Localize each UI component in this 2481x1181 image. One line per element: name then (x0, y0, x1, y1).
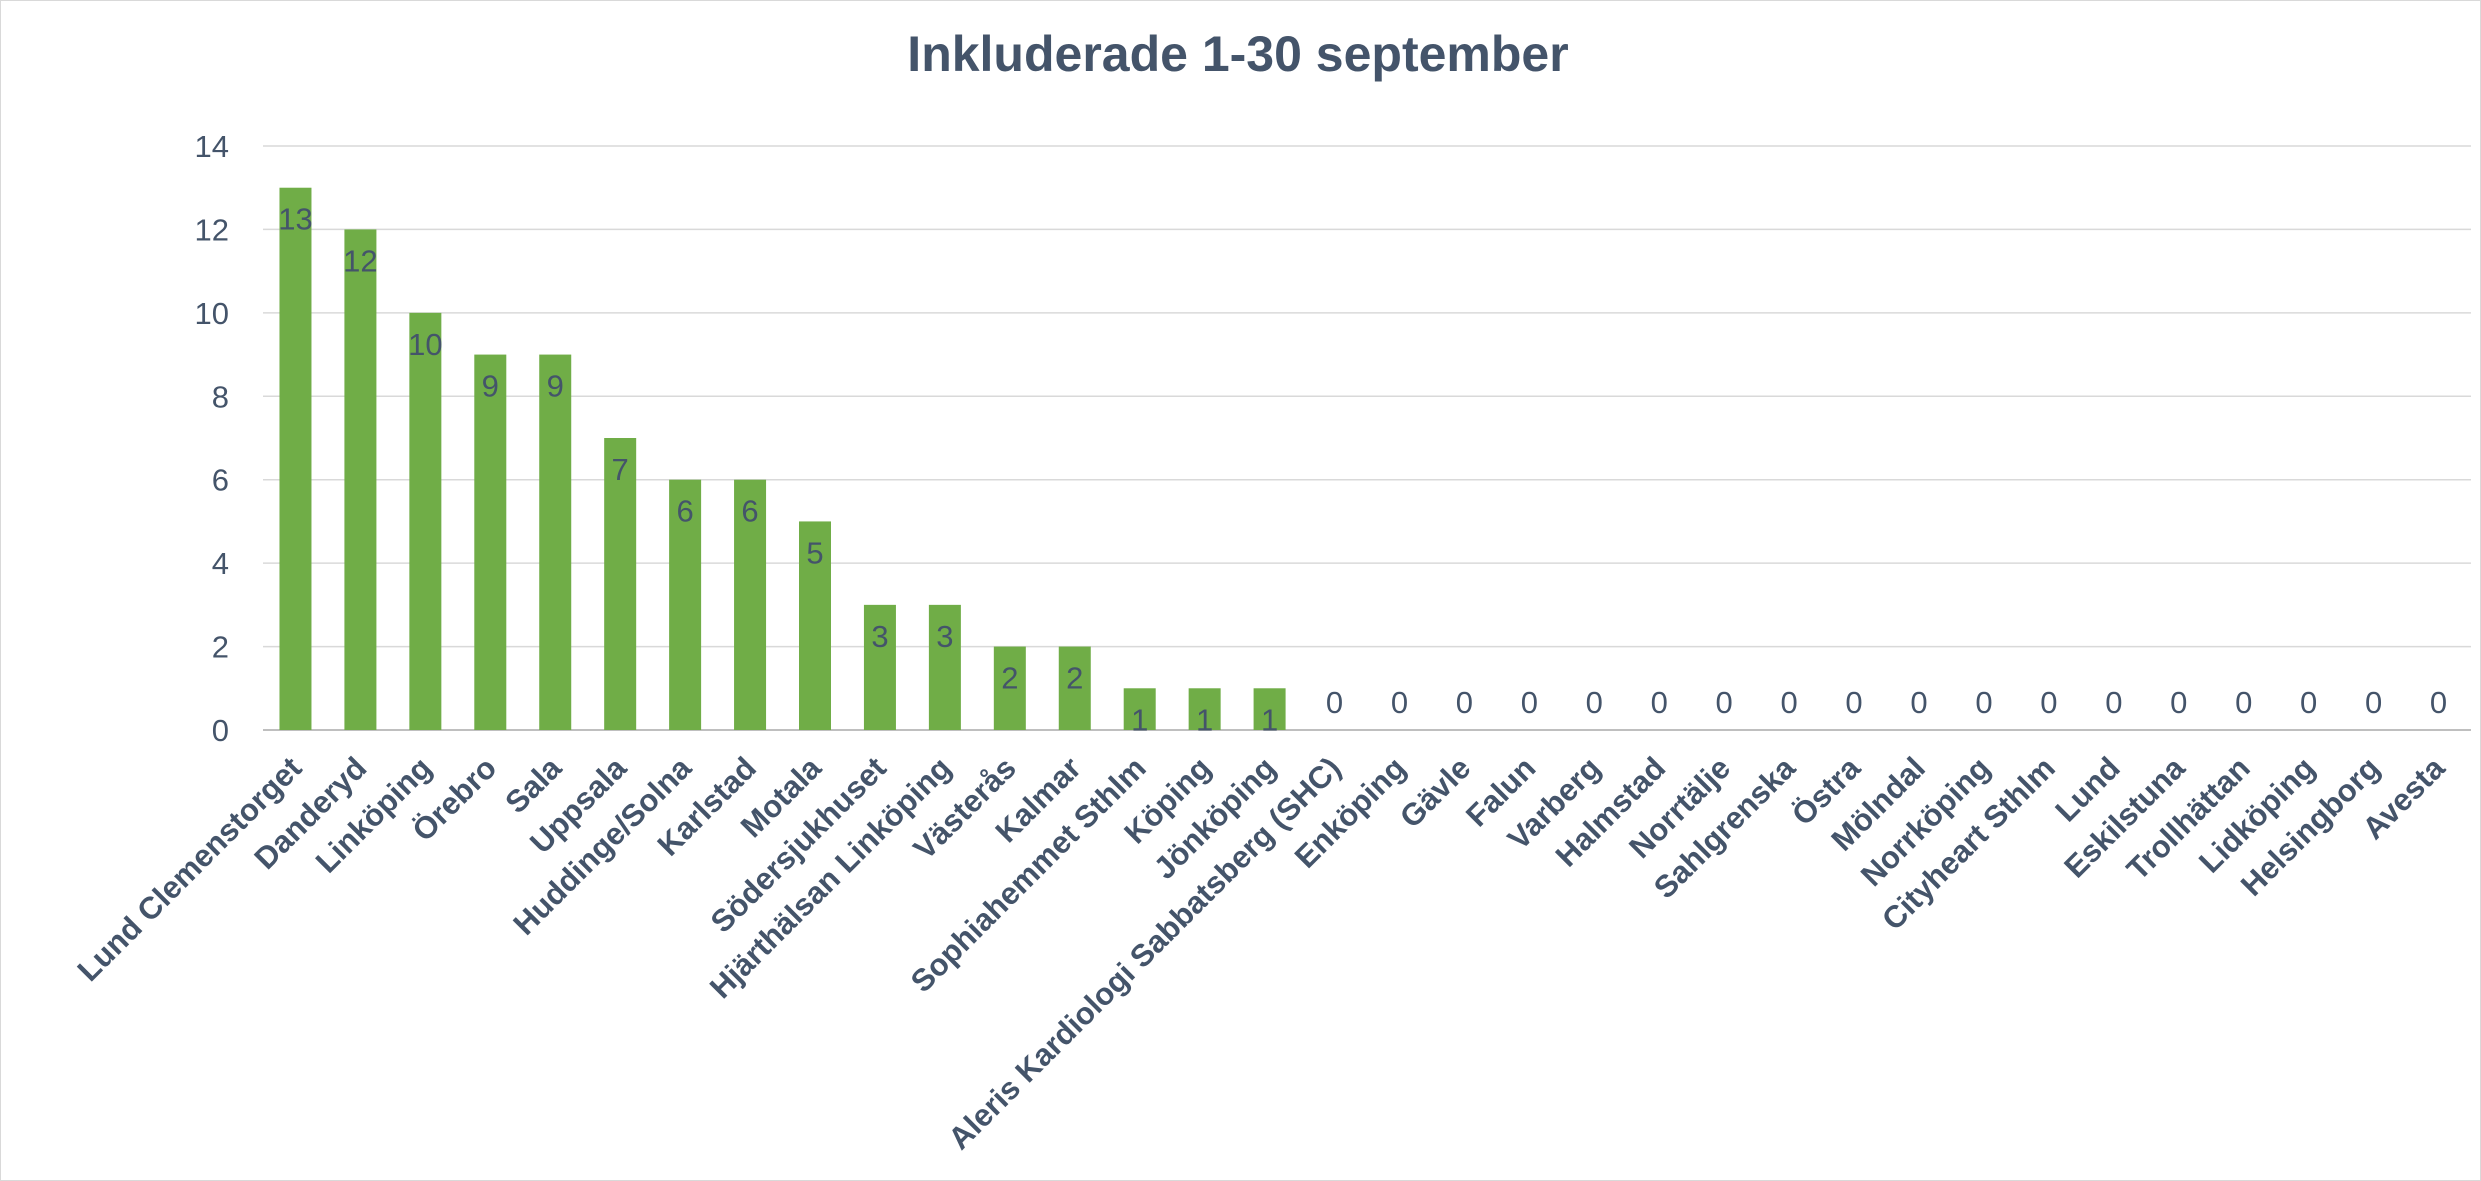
y-tick-label: 10 (195, 296, 229, 331)
y-tick-label: 8 (212, 379, 229, 414)
bar (928, 604, 961, 730)
data-label: 3 (936, 619, 953, 654)
data-label: 0 (1326, 685, 1343, 720)
bar (1188, 688, 1221, 730)
y-tick-label: 2 (212, 630, 229, 665)
data-label: 0 (1716, 685, 1733, 720)
data-label: 12 (343, 243, 377, 278)
bar (669, 479, 702, 730)
y-axis-ticks: 0 2 4 6 8 10 12 14 (195, 129, 229, 748)
data-label: 0 (1845, 685, 1862, 720)
data-label: 5 (806, 535, 823, 570)
bar (1253, 688, 1286, 730)
data-label: 0 (1521, 685, 1538, 720)
data-label: 1 (1131, 702, 1148, 737)
bar (1123, 688, 1156, 730)
chart-title: Inkluderade 1-30 september (907, 26, 1568, 82)
data-label: 9 (547, 369, 564, 404)
bar (993, 646, 1026, 730)
data-label: 0 (1780, 685, 1797, 720)
bars (279, 187, 1286, 730)
data-label: 6 (741, 494, 758, 529)
data-label: 1 (1261, 702, 1278, 737)
x-tick-label: Gävle (1393, 750, 1477, 834)
data-label: 0 (1651, 685, 1668, 720)
bar (799, 521, 831, 730)
x-axis-ticks: Lund ClemenstorgetDanderydLinköpingÖrebr… (71, 750, 2452, 1157)
data-label: 9 (482, 369, 499, 404)
data-label: 6 (676, 494, 693, 529)
data-label: 0 (2300, 685, 2317, 720)
data-label: 0 (2365, 685, 2382, 720)
data-label: 7 (612, 452, 629, 487)
bar (539, 354, 572, 730)
data-label: 2 (1066, 661, 1083, 696)
data-label: 2 (1001, 661, 1018, 696)
bar (474, 354, 507, 730)
data-label: 13 (278, 202, 312, 237)
data-label: 0 (1586, 685, 1603, 720)
data-label: 0 (2430, 685, 2447, 720)
data-label: 0 (1975, 685, 1992, 720)
bar (734, 479, 767, 730)
y-tick-label: 0 (212, 713, 229, 748)
bar (344, 229, 377, 730)
y-tick-label: 6 (212, 463, 229, 498)
data-label: 0 (1910, 685, 1927, 720)
data-label: 0 (2170, 685, 2187, 720)
data-label: 0 (2040, 685, 2057, 720)
gridlines (263, 145, 2471, 731)
bar (1058, 646, 1091, 730)
data-label: 0 (1456, 685, 1473, 720)
bar (604, 438, 637, 730)
bar (863, 604, 896, 730)
data-label: 3 (871, 619, 888, 654)
data-label: 0 (2105, 685, 2122, 720)
data-label: 0 (1391, 685, 1408, 720)
y-tick-label: 14 (195, 129, 229, 164)
y-tick-label: 4 (212, 546, 229, 581)
data-label: 1 (1196, 702, 1213, 737)
bar (409, 312, 442, 730)
bar (279, 187, 312, 730)
data-label: 10 (408, 327, 442, 362)
y-tick-label: 12 (195, 212, 229, 247)
data-label: 0 (2235, 685, 2252, 720)
